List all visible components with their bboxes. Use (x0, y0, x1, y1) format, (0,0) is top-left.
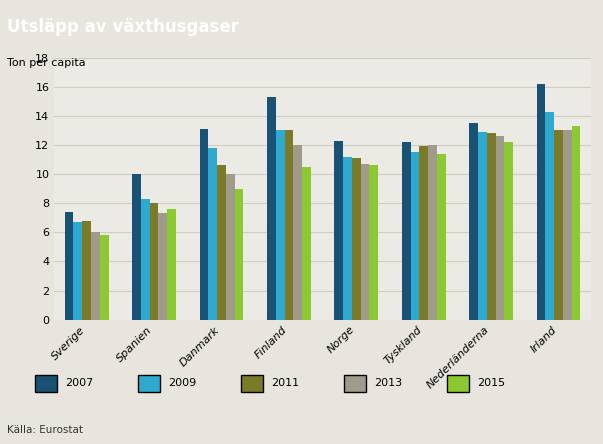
Text: Utsläpp av växthusgaser: Utsläpp av växthusgaser (7, 18, 239, 36)
Bar (428, 145, 437, 320)
Text: 2015: 2015 (478, 378, 505, 388)
Bar (65, 212, 74, 320)
Bar (419, 147, 428, 320)
Bar (159, 214, 167, 320)
Text: 2007: 2007 (65, 378, 93, 388)
Bar (91, 232, 99, 320)
Bar (141, 199, 150, 320)
Text: 2009: 2009 (168, 378, 196, 388)
Bar (293, 145, 302, 320)
FancyBboxPatch shape (138, 375, 160, 392)
Bar (411, 152, 419, 320)
Bar (563, 131, 572, 320)
Bar (469, 123, 478, 320)
Bar (361, 164, 370, 320)
Bar (478, 132, 487, 320)
Bar (150, 203, 159, 320)
Bar (267, 97, 276, 320)
Bar (235, 189, 244, 320)
Bar (132, 174, 141, 320)
Bar (370, 166, 378, 320)
FancyBboxPatch shape (447, 375, 469, 392)
Bar (437, 154, 446, 320)
Bar (208, 148, 217, 320)
Bar (200, 129, 208, 320)
Bar (217, 166, 226, 320)
Bar (554, 131, 563, 320)
Text: 2013: 2013 (374, 378, 402, 388)
Bar (537, 84, 546, 320)
Text: 2011: 2011 (271, 378, 299, 388)
FancyBboxPatch shape (35, 375, 57, 392)
FancyBboxPatch shape (344, 375, 366, 392)
Bar (167, 209, 176, 320)
Bar (285, 131, 293, 320)
Bar (504, 142, 513, 320)
Bar (487, 133, 496, 320)
Bar (276, 131, 285, 320)
Bar (82, 221, 91, 320)
Bar (302, 167, 311, 320)
Text: Källa: Eurostat: Källa: Eurostat (7, 425, 83, 435)
Bar (335, 141, 343, 320)
Bar (546, 111, 554, 320)
FancyBboxPatch shape (241, 375, 263, 392)
Bar (74, 222, 82, 320)
Text: Ton per capita: Ton per capita (7, 58, 86, 68)
Bar (402, 142, 411, 320)
Bar (99, 235, 109, 320)
Bar (496, 136, 504, 320)
Bar (343, 157, 352, 320)
Bar (226, 174, 235, 320)
Bar (352, 158, 361, 320)
Bar (572, 126, 581, 320)
